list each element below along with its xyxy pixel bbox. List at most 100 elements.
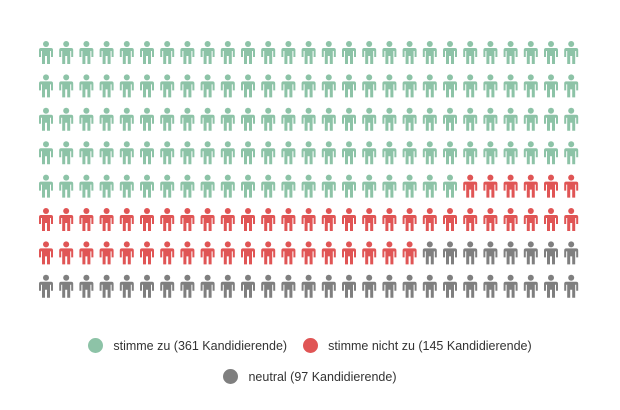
person-icon-stimme-nicht-zu [241,208,255,231]
person-icon-stimme-zu [422,107,437,131]
person-icon-stimme-zu [422,174,437,198]
person-icon-stimme-zu [79,141,94,165]
person-icon-stimme-zu [140,141,154,165]
person-icon-stimme-nicht-zu [342,241,356,265]
person-icon-stimme-zu [544,107,558,131]
person-icon-neutral [402,274,417,298]
person-icon-stimme-nicht-zu [382,241,397,265]
person-icon-neutral [99,274,114,298]
person-icon-neutral [160,274,175,298]
legend-label: stimme zu (361 Kandidierende) [113,338,288,353]
person-icon-stimme-zu [241,174,255,198]
person-icon-stimme-zu [160,41,175,64]
person-icon-stimme-nicht-zu [119,208,134,231]
person-icon-stimme-nicht-zu [463,174,478,198]
person-icon-stimme-zu [119,41,134,64]
person-icon-neutral [422,241,437,265]
person-icon-stimme-nicht-zu [220,208,235,231]
person-icon-stimme-nicht-zu [220,241,235,265]
person-icon-neutral [59,274,74,298]
person-icon-stimme-zu [342,174,356,198]
person-icon-stimme-zu [503,141,518,165]
person-icon-neutral [443,274,457,298]
legend-dot-gray [223,369,239,384]
person-icon-stimme-nicht-zu [99,208,114,231]
person-icon-stimme-zu [200,174,215,198]
person-icon-stimme-nicht-zu [59,208,74,231]
person-icon-stimme-zu [382,74,397,98]
person-icon-stimme-nicht-zu [39,208,53,231]
person-icon-neutral [261,274,276,298]
person-icon-stimme-zu [443,107,457,131]
person-icon-stimme-zu [140,41,154,64]
person-icon-neutral [241,274,255,298]
person-icon-stimme-zu [119,74,134,98]
person-icon-neutral [422,274,437,298]
person-icon-stimme-zu [483,107,498,131]
person-icon-stimme-zu [443,141,457,165]
legend-item-stimme-nicht-zu[interactable]: stimme nicht zu (145 Kandidierende) [303,338,532,353]
person-icon-stimme-zu [564,74,579,98]
person-icon-stimme-zu [402,141,417,165]
person-icon-stimme-zu [99,174,114,198]
person-icon-stimme-zu [523,107,538,131]
person-icon-neutral [463,241,478,265]
person-icon-neutral [281,274,296,298]
legend-item-stimme-zu[interactable]: stimme zu (361 Kandidierende) [88,338,287,353]
person-icon-neutral [443,241,457,265]
person-icon-stimme-nicht-zu [39,241,53,265]
person-icon-stimme-nicht-zu [544,208,558,231]
person-icon-stimme-zu [59,174,74,198]
person-icon-stimme-nicht-zu [503,174,518,198]
person-icon-stimme-zu [180,174,195,198]
person-icon-neutral [382,274,397,298]
person-icon-stimme-zu [544,141,558,165]
person-icon-stimme-nicht-zu [422,208,437,231]
legend-item-neutral[interactable]: neutral (97 Kandidierende) [223,369,397,384]
person-icon-stimme-zu [39,74,53,98]
person-icon-stimme-zu [200,141,215,165]
person-icon-stimme-zu [503,41,518,64]
person-icon-stimme-zu [564,41,579,64]
person-icon-stimme-zu [160,107,175,131]
person-icon-stimme-zu [342,107,356,131]
person-icon-stimme-zu [59,107,74,131]
person-icon-stimme-nicht-zu [160,208,175,231]
person-icon-stimme-zu [362,74,377,98]
person-icon-stimme-zu [503,107,518,131]
person-icon-stimme-nicht-zu [79,208,94,231]
person-icon-stimme-zu [483,41,498,64]
person-icon-stimme-zu [301,174,316,198]
person-icon-stimme-zu [321,107,336,131]
person-icon-stimme-zu [422,41,437,64]
person-icon-stimme-zu [39,174,53,198]
person-icon-stimme-zu [79,174,94,198]
person-icon-stimme-zu [261,74,276,98]
person-icon-stimme-zu [99,74,114,98]
person-icon-stimme-zu [523,41,538,64]
person-icon-stimme-nicht-zu [523,208,538,231]
person-icon-stimme-zu [362,141,377,165]
person-icon-stimme-zu [281,174,296,198]
person-icon-stimme-zu [402,74,417,98]
person-icon-stimme-zu [281,141,296,165]
person-icon-stimme-zu [220,74,235,98]
person-icon-stimme-zu [79,41,94,64]
person-icon-stimme-zu [160,141,175,165]
person-icon-stimme-zu [463,107,478,131]
person-icon-stimme-nicht-zu [483,208,498,231]
person-icon-neutral [39,274,53,298]
person-icon-stimme-zu [241,107,255,131]
legend-label: stimme nicht zu (145 Kandidierende) [328,338,532,353]
person-icon-neutral [200,274,215,298]
person-icon-stimme-zu [342,141,356,165]
person-icon-neutral [483,241,498,265]
person-icon-stimme-zu [180,74,195,98]
person-icon-neutral [523,241,538,265]
person-icon-neutral [483,274,498,298]
person-icon-stimme-zu [422,74,437,98]
person-icon-stimme-nicht-zu [342,208,356,231]
person-icon-stimme-nicht-zu [241,241,255,265]
person-icon-stimme-zu [79,107,94,131]
person-icon-stimme-nicht-zu [180,208,195,231]
